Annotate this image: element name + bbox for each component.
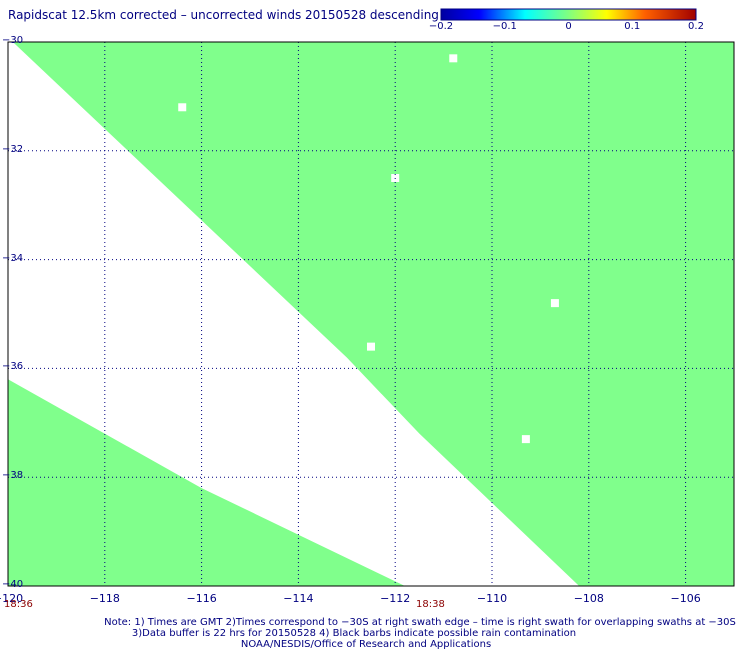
left-swath [8,379,405,586]
x-tick-label: −108 [573,592,604,605]
time-label-left: 18:36 [4,599,33,610]
x-tick-label: −116 [186,592,217,605]
y-tick-label: −30 [2,35,24,46]
y-tick-label: −40 [2,579,24,590]
y-tick-label: −32 [2,143,24,155]
x-tick-label: −106 [670,592,701,605]
note-line-1: Note: 1) Times are GMT 2)Times correspon… [104,617,736,628]
y-tick-label: −36 [2,361,24,373]
y-tick-label: −34 [2,252,24,264]
colorbar-tick-label: 0.2 [688,21,704,32]
x-tick-label: −118 [89,592,120,605]
data-gap [449,54,458,63]
chart-title: Rapidscat 12.5km corrected – uncorrected… [8,8,439,22]
colorbar-tick-label: 0.1 [624,21,641,32]
data-gap [367,342,375,351]
swath-layer [8,42,734,586]
x-tick-label: −120 [0,592,24,605]
plot-frame [7,41,735,587]
data-gap [521,435,530,444]
note-line-3: NOAA/NESDIS/Office of Research and Appli… [240,639,492,650]
y-tick-label: −38 [2,470,24,482]
x-tick-label: −110 [476,592,508,605]
colorbar-tick-label: 0 [565,21,572,32]
right-swath [12,42,734,586]
x-tick-label: −114 [283,592,314,605]
data-gap [550,299,559,308]
colorbar-scale [440,8,697,21]
note-line-2: 3)Data buffer is 22 hrs for 20150528 4) … [131,628,577,639]
grid-layer [8,42,734,586]
x-tick-label: −112 [380,592,411,605]
time-label-center: 18:38 [416,599,445,610]
colorbar-tick-label: −0.1 [492,21,517,32]
colorbar-tick-label: −0.2 [428,21,454,32]
data-gap [178,103,187,112]
colorbar [440,8,697,21]
